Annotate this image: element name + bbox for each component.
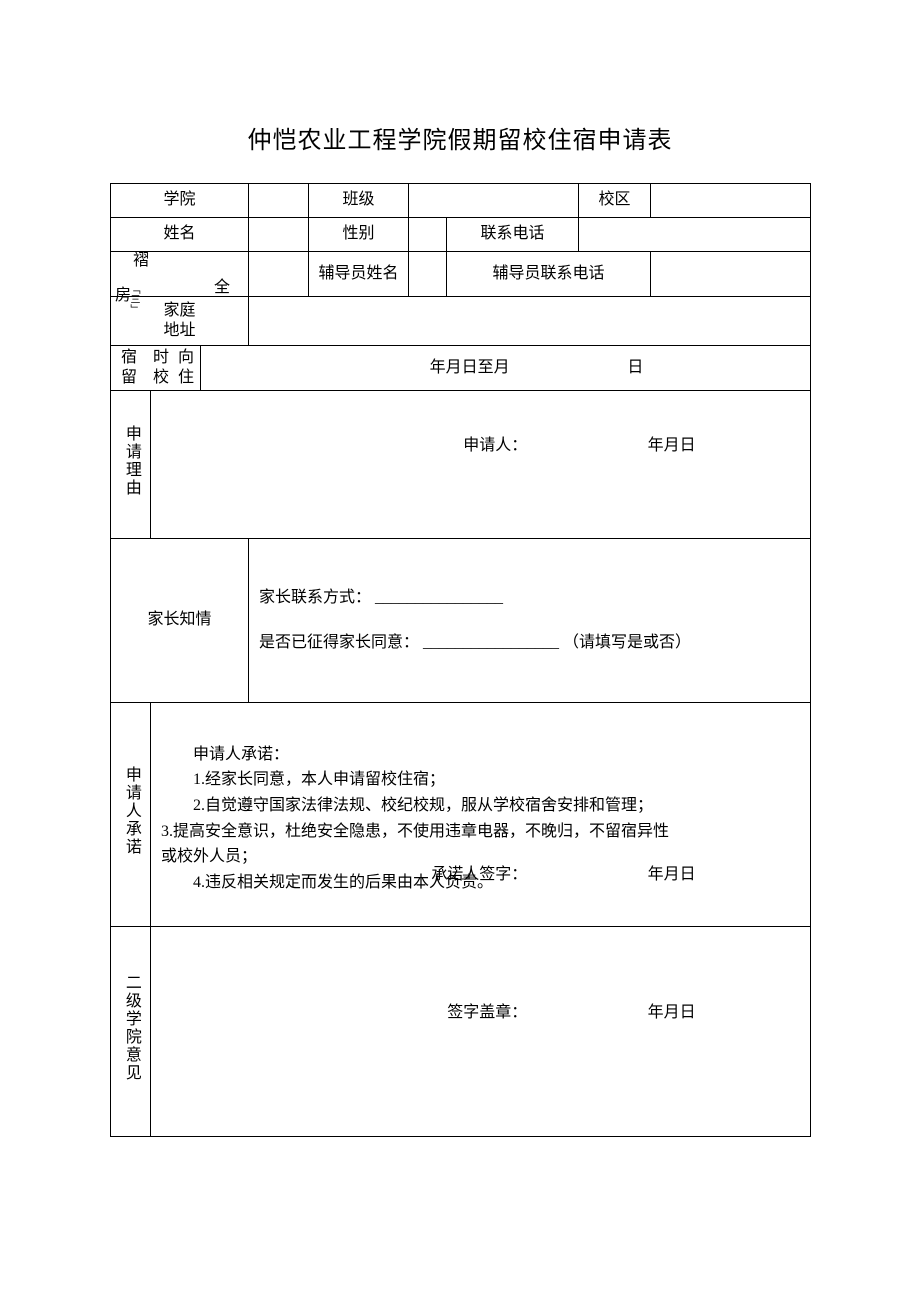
- label-tutor-phone: 辅导员联系电话: [447, 252, 651, 297]
- field-phone[interactable]: [579, 218, 811, 252]
- applicant-sign-date: 年月日: [533, 436, 810, 457]
- field-name[interactable]: [249, 218, 309, 252]
- parent-consent-blank: _________________: [423, 634, 559, 651]
- field-reason[interactable]: 申请人： 年月日: [151, 391, 811, 539]
- commit-item3: 3.提高安全意识，杜绝安全隐患，不使用违章电器，不晚归，不留宿异性: [161, 823, 669, 840]
- commit-sign-date: 年月日: [533, 862, 810, 888]
- stamp-sign-label: 签字盖章：: [151, 1003, 533, 1024]
- label-room: 房 「三」 全 褶: [111, 252, 249, 297]
- label-name: 姓名: [111, 218, 249, 252]
- label-college-opinion: 二级学院意见: [111, 927, 151, 1137]
- parent-consent-hint: （请填写是或否）: [563, 634, 691, 651]
- field-home-address[interactable]: [249, 297, 811, 346]
- commit-item2: 2.自觉遵守国家法律法规、校纪校规，服从学校宿舍安排和管理；: [161, 793, 800, 819]
- field-tutor-name[interactable]: [409, 252, 447, 297]
- applicant-sign-label: 申请人：: [151, 436, 533, 457]
- commit-sign-label: 承诺人签字：: [151, 862, 533, 888]
- field-college[interactable]: [249, 184, 309, 218]
- parent-contact-blank: ________________: [375, 589, 503, 606]
- period-to: 日: [514, 358, 758, 379]
- stamp-sign-date: 年月日: [533, 1003, 810, 1024]
- form-title: 仲恺农业工程学院假期留校住宿申请表: [110, 120, 810, 155]
- label-class: 班级: [309, 184, 409, 218]
- label-campus: 校区: [579, 184, 651, 218]
- parent-consent-label: 是否已征得家长同意：: [259, 634, 419, 651]
- field-tutor-phone[interactable]: [651, 252, 811, 297]
- field-stay-period[interactable]: 年月日至月 日: [201, 346, 811, 391]
- field-parent-aware[interactable]: 家长联系方式： ________________ 是否已征得家长同意： ____…: [249, 539, 811, 703]
- label-college: 学院: [111, 184, 249, 218]
- parent-contact-label: 家长联系方式：: [259, 589, 371, 606]
- commit-header: 申请人承诺：: [161, 742, 800, 768]
- label-reason: 申请理由: [111, 391, 151, 539]
- label-gender: 性别: [309, 218, 409, 252]
- field-commitment: 申请人承诺： 1.经家长同意，本人申请留校住宿； 2.自觉遵守国家法律法规、校纪…: [151, 703, 811, 927]
- field-college-opinion[interactable]: 签字盖章： 年月日: [151, 927, 811, 1137]
- application-table: 学院 班级 校区 姓名 性别 联系电话 房 「三」 全 褶 辅导员姓名 辅导员联…: [110, 183, 811, 1137]
- label-parent-aware: 家长知情: [111, 539, 249, 703]
- field-room[interactable]: [249, 252, 309, 297]
- label-commitment: 申请人承诺: [111, 703, 151, 927]
- label-stay-period: 留校住 宿时向: [111, 346, 201, 391]
- commit-item1: 1.经家长同意，本人申请留校住宿；: [161, 767, 800, 793]
- room-quan-char: 全: [214, 278, 230, 299]
- field-campus[interactable]: [651, 184, 811, 218]
- label-tutor-name: 辅导员姓名: [309, 252, 409, 297]
- room-biao-char: 褶: [133, 251, 149, 272]
- field-class[interactable]: [409, 184, 579, 218]
- label-phone: 联系电话: [447, 218, 579, 252]
- period-from: 年月日至月: [254, 358, 510, 379]
- field-gender[interactable]: [409, 218, 447, 252]
- room-hao-char: 「三」: [127, 284, 140, 314]
